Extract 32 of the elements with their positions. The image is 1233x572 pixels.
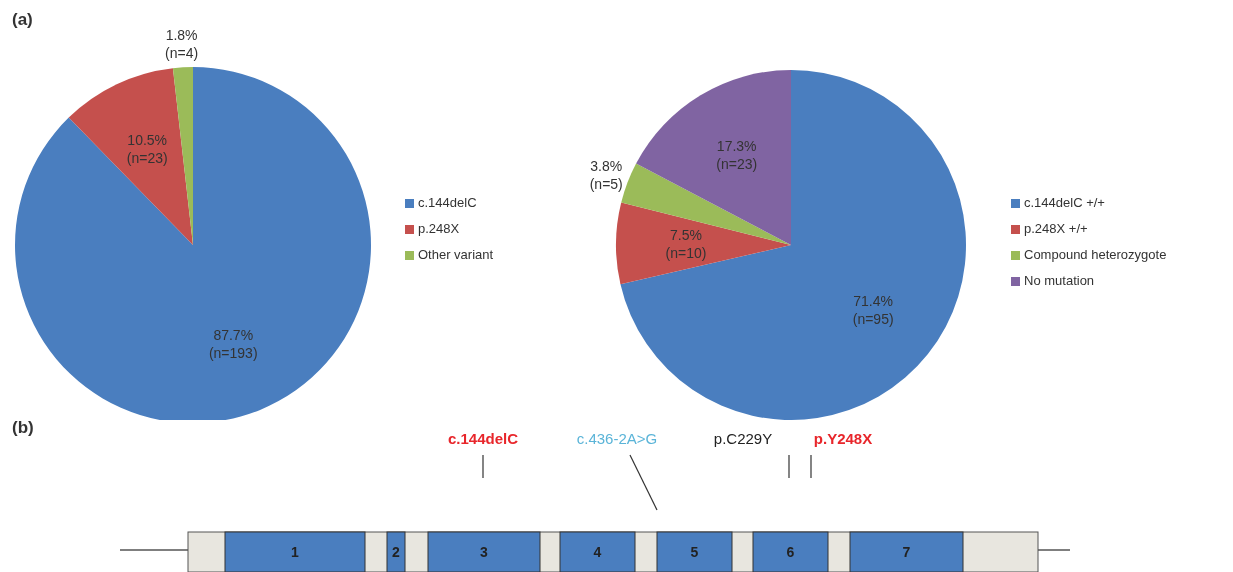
data-label: 3.8% (n=5) <box>589 157 623 192</box>
legend-label: Other variant <box>418 247 494 262</box>
pie-slice <box>620 70 966 420</box>
chart-title: (a) <box>12 10 33 30</box>
legend-label: p.248X +/+ <box>1024 221 1088 236</box>
data-label: 7.5% (n=10) <box>665 227 707 262</box>
text: 4 <box>593 544 602 560</box>
data-label: 1.8% (n=4) <box>165 27 199 62</box>
legend-label: c.144delC <box>418 195 477 210</box>
text: 5 <box>690 544 699 560</box>
legend-label: No mutation <box>1024 273 1095 288</box>
data-label: 71.4% (n=95) <box>852 293 894 328</box>
text: c.144delC <box>447 430 519 447</box>
text: 6 <box>786 544 795 560</box>
text: p.C229Y <box>713 430 773 447</box>
pie-slice <box>15 67 371 420</box>
legend-label: Compound heterozygote <box>1024 247 1167 262</box>
text: 2 <box>392 544 401 560</box>
pie-slice <box>616 202 791 285</box>
legend-label: c.144delC +/+ <box>1024 195 1105 210</box>
data-label: 17.3% (n=23) <box>716 138 758 173</box>
data-label: 10.5% (n=23) <box>126 131 168 166</box>
pie-slice <box>636 70 791 245</box>
text: p.Y248X <box>813 430 873 447</box>
pie-slice <box>68 68 193 245</box>
legend-label: p.248X <box>418 221 460 236</box>
text: 3 <box>480 544 489 560</box>
text: c.436-2A>G <box>576 430 658 447</box>
text: 7 <box>902 544 911 560</box>
text: 1 <box>291 544 300 560</box>
data-label: 87.7% (n=193) <box>208 326 258 361</box>
text: (b) <box>12 418 34 438</box>
